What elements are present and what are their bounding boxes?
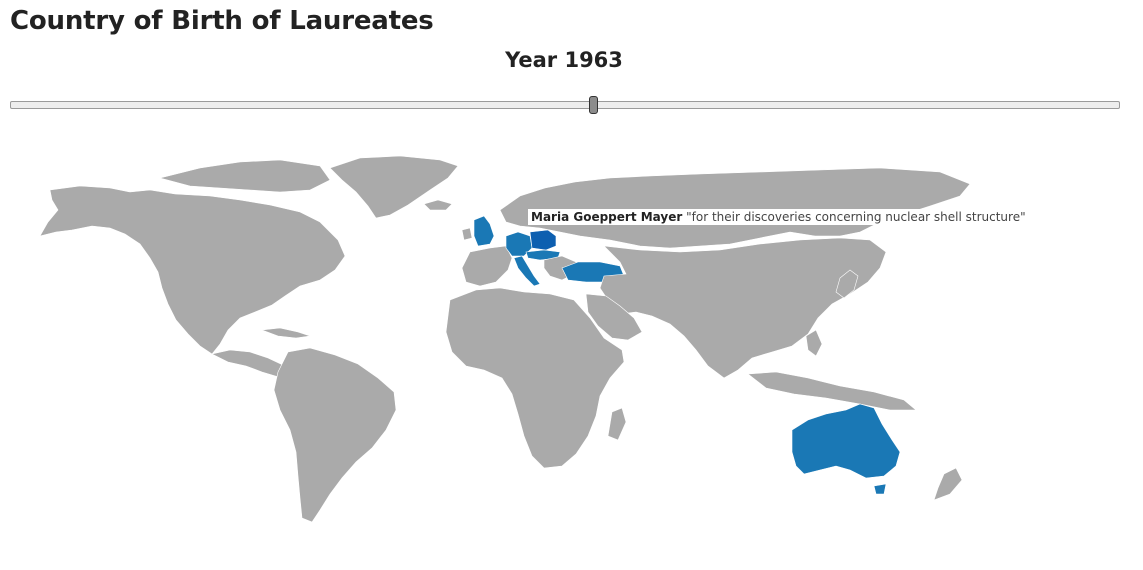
country-south-america[interactable]: [273, 347, 397, 523]
year-label: Year 1963: [505, 48, 623, 72]
country-united-kingdom[interactable]: [473, 215, 495, 247]
country-asia[interactable]: [599, 237, 887, 379]
country-cuba[interactable]: [261, 327, 311, 339]
country-madagascar[interactable]: [607, 407, 627, 441]
country-indonesia[interactable]: [747, 371, 917, 411]
country-tasmania[interactable]: [873, 483, 887, 495]
country-russia-scandinavia[interactable]: [499, 167, 971, 249]
country-africa[interactable]: [445, 287, 625, 469]
slider-thumb[interactable]: [589, 96, 598, 114]
country-arabia[interactable]: [585, 293, 643, 341]
tooltip-motivation: "for their discoveries concerning nuclea…: [686, 210, 1026, 224]
tooltip-name: Maria Goeppert Mayer: [531, 210, 683, 224]
country-iceland[interactable]: [423, 199, 453, 211]
country-western-europe[interactable]: [461, 245, 513, 287]
country-north-america[interactable]: [39, 185, 346, 355]
country-ireland[interactable]: [461, 227, 473, 241]
laureate-tooltip: Maria Goeppert Mayer "for their discover…: [528, 209, 1029, 225]
country-philippines[interactable]: [805, 329, 823, 357]
country-canada-islands[interactable]: [158, 159, 331, 193]
year-slider[interactable]: [10, 96, 1120, 114]
country-australia[interactable]: [791, 403, 901, 479]
country-greenland[interactable]: [329, 155, 459, 219]
country-japan[interactable]: [835, 269, 859, 299]
country-new-zealand[interactable]: [933, 467, 963, 501]
country-poland[interactable]: [529, 229, 557, 251]
country-italy[interactable]: [513, 255, 541, 287]
world-map: [39, 155, 971, 523]
page-title: Country of Birth of Laureates: [10, 6, 434, 36]
